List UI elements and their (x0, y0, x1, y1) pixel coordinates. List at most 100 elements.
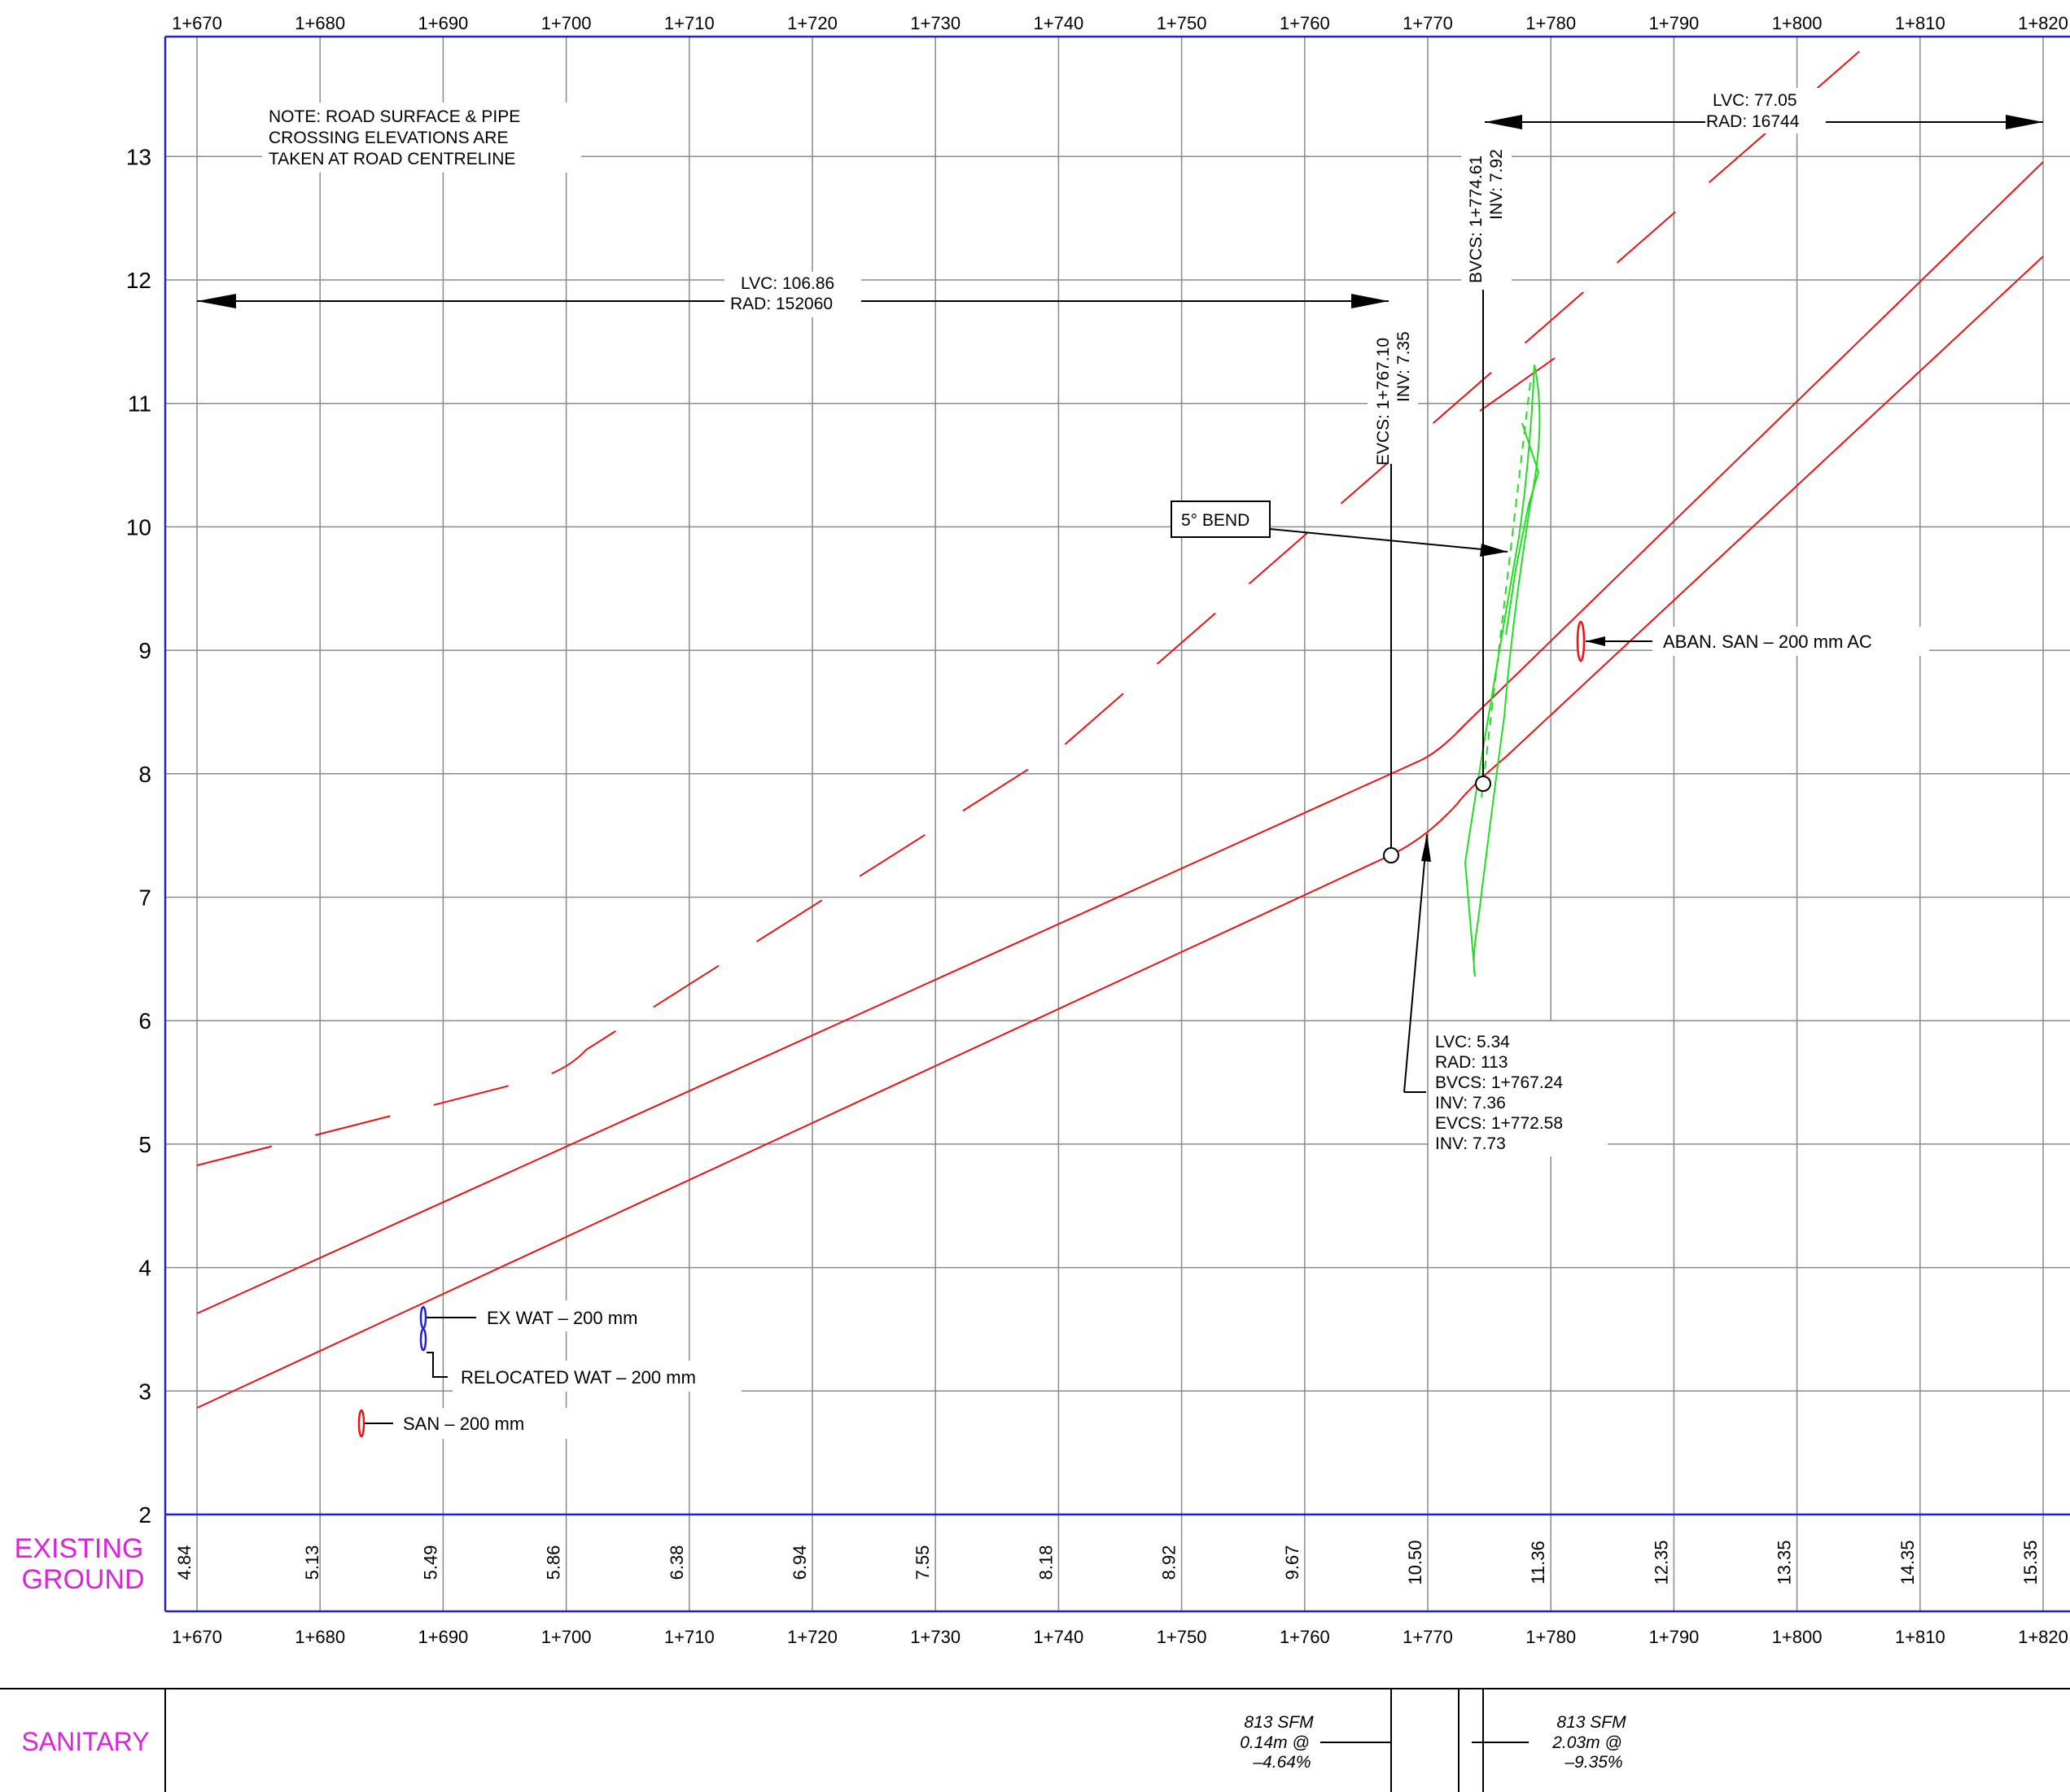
station-label: 1+770 (1403, 13, 1453, 33)
sanitary-right-line2: 2.03m @ (1551, 1733, 1622, 1752)
station-label: 1+680 (295, 13, 345, 33)
elevation-label: 6 (138, 1008, 151, 1034)
road-note-line1: NOTE: ROAD SURFACE & PIPE (269, 107, 520, 126)
road-note-line2: CROSSING ELEVATIONS ARE (269, 129, 508, 147)
station-label: 1+780 (1525, 1627, 1576, 1647)
existing-ground-label-line2: GROUND (21, 1564, 144, 1595)
road-surface-dashed (196, 36, 1877, 1166)
elevation-label: 13 (126, 144, 151, 169)
station-label: 1+690 (418, 1627, 469, 1647)
station-label: 1+810 (1895, 1627, 1945, 1647)
station-label: 1+760 (1280, 1627, 1330, 1647)
existing-ground-value: 8.92 (1159, 1545, 1179, 1580)
elevation-label: 4 (138, 1256, 151, 1281)
station-labels-top: 1+670 1+680 1+690 1+700 1+710 1+720 1+730 1+740… (172, 13, 2068, 33)
bvcs-callout-station: BVCS: 1+774.61 (1467, 155, 1486, 283)
existing-ground-values: 4.84 5.13 5.49 5.86 6.38 6.94 7.55 8.18 8.92 9.67… (174, 1540, 2041, 1584)
vc1-radius: RAD: 152060 (730, 295, 833, 313)
bvcs-callout-invert: INV: 7.92 (1487, 149, 1506, 220)
vc2-radius: RAD: 16744 (1706, 112, 1800, 131)
station-label: 1+700 (541, 13, 592, 33)
elevation-label: 11 (128, 391, 151, 417)
bend-label-box (1171, 500, 1271, 538)
road-note-line3: TAKEN AT ROAD CENTRELINE (269, 150, 515, 168)
existing-ground-value: 4.84 (174, 1545, 195, 1580)
crossing-utility-green (1464, 364, 1541, 977)
elevation-label: 3 (138, 1379, 151, 1404)
existing-ground-value: 5.13 (302, 1545, 322, 1580)
existing-ground-value: 8.18 (1035, 1545, 1056, 1580)
sanitary-left-spec: 813 SFM 0.14m @ –4.64% (1240, 1713, 1314, 1772)
station-label: 1+760 (1280, 13, 1330, 33)
aban-san-label: ABAN. SAN – 200 mm AC (1663, 632, 1872, 652)
elevation-label: 5 (138, 1132, 151, 1157)
evcs-point-marker (1383, 847, 1399, 863)
elevation-labels: 2 3 4 5 6 7 8 9 10 11 12 13 (126, 144, 151, 1528)
evcs-callout-station: EVCS: 1+767.10 (1374, 338, 1393, 465)
elevation-label: 2 (138, 1502, 151, 1528)
station-label: 1+710 (664, 1627, 715, 1647)
station-label: 1+700 (541, 1627, 592, 1647)
existing-ground-value: 15.35 (2020, 1540, 2041, 1584)
invert-line (196, 256, 2044, 1409)
station-label: 1+720 (787, 13, 838, 33)
profile-frame (164, 35, 2070, 1613)
existing-ground-value: 6.94 (790, 1545, 810, 1580)
elevation-label: 9 (138, 638, 151, 663)
station-label: 1+790 (1649, 1627, 1700, 1647)
station-label: 1+730 (910, 1627, 961, 1647)
existing-ground-value: 7.55 (912, 1545, 933, 1580)
vc3-evcs: EVCS: 1+772.58 (1435, 1114, 1563, 1133)
existing-ground-value: 12.35 (1651, 1540, 1671, 1584)
elevation-label: 8 (138, 762, 151, 787)
ex-wat-label: EX WAT – 200 mm (487, 1308, 637, 1328)
vc3-callout: LVC: 5.34 RAD: 113 BVCS: 1+767.24 INV: 7… (1435, 1033, 1563, 1153)
sanitary-left-line3: –4.64% (1252, 1753, 1311, 1772)
station-label: 1+750 (1157, 13, 1207, 33)
existing-ground-value: 10.50 (1405, 1540, 1425, 1584)
evcs-callout: EVCS: 1+767.10 INV: 7.35 (1374, 331, 1413, 465)
station-label: 1+820 (2018, 1627, 2068, 1647)
existing-ground-value: 6.38 (667, 1545, 687, 1580)
station-label: 1+770 (1403, 1627, 1453, 1647)
vc3-radius: RAD: 113 (1435, 1053, 1508, 1072)
sanitary-right-spec: 813 SFM 2.03m @ –9.35% (1551, 1713, 1626, 1772)
sanitary-left-line1: 813 SFM (1244, 1713, 1314, 1732)
station-label: 1+800 (1772, 1627, 1823, 1647)
elevation-label: 10 (126, 514, 151, 540)
elevation-gridlines (165, 155, 2070, 1392)
existing-ground-value: 13.35 (1775, 1540, 1795, 1584)
vc3-inv1: INV: 7.36 (1435, 1094, 1506, 1112)
existing-ground-value: 14.35 (1897, 1540, 1918, 1584)
bvcs-point-marker (1475, 776, 1491, 792)
station-label: 1+720 (787, 1627, 838, 1647)
vc3-length: LVC: 5.34 (1435, 1033, 1510, 1051)
station-label: 1+740 (1034, 13, 1084, 33)
station-label: 1+740 (1034, 1627, 1084, 1647)
station-label: 1+820 (2018, 13, 2068, 33)
bend-label: 5° BEND (1181, 511, 1249, 530)
san-pipe-icon (357, 1409, 365, 1438)
relocated-wat-label: RELOCATED WAT – 200 mm (461, 1367, 696, 1388)
station-label: 1+710 (664, 13, 715, 33)
station-label: 1+750 (1157, 1627, 1207, 1647)
elevation-label: 12 (126, 268, 151, 293)
existing-ground-value: 5.49 (420, 1545, 440, 1580)
sanitary-label: SANITARY (21, 1727, 149, 1756)
top-of-pipe-line (196, 161, 2044, 1314)
station-label: 1+800 (1772, 13, 1823, 33)
aban-san-pipe-icon (1576, 620, 1586, 662)
existing-ground-value: 11.36 (1528, 1541, 1548, 1584)
sanitary-right-line3: –9.35% (1564, 1753, 1622, 1772)
existing-ground-label-line1: EXISTING (15, 1533, 144, 1564)
pipe-profile-lines (196, 36, 2044, 1409)
road-note: NOTE: ROAD SURFACE & PIPE CROSSING ELEVA… (269, 107, 520, 168)
station-label: 1+780 (1525, 13, 1576, 33)
station-label: 1+680 (295, 1627, 345, 1647)
sanitary-left-line2: 0.14m @ (1240, 1733, 1310, 1752)
san-label: SAN – 200 mm (403, 1414, 524, 1434)
vc1-length: LVC: 106.86 (741, 274, 834, 293)
vc2-length: LVC: 77.05 (1713, 91, 1797, 110)
station-label: 1+790 (1649, 13, 1700, 33)
